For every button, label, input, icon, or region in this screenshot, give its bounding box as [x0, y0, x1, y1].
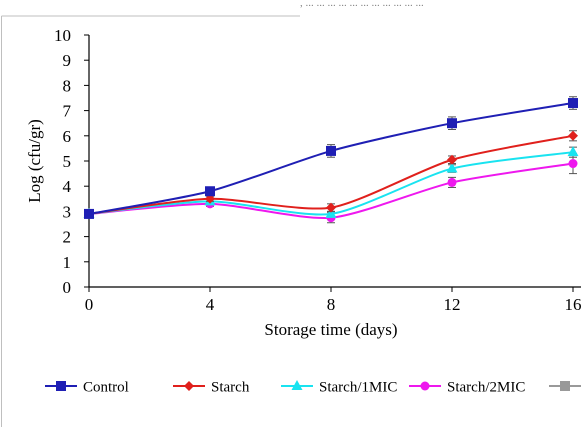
legend-marker-starch-1mic: [291, 380, 303, 390]
data-point-starch: [205, 193, 215, 204]
data-point-control: [84, 208, 94, 219]
x-tick-label: 16: [565, 295, 582, 314]
y-tick-label: 3: [63, 202, 72, 221]
legend-marker-control: [56, 381, 66, 391]
data-point-starch-1mic: [325, 207, 337, 218]
x-axis-title: Storage time (days): [264, 320, 397, 339]
y-tick-label: 10: [54, 26, 71, 45]
y-axis-title: Log (cfu/gr): [25, 119, 44, 203]
legend: Control Starch Starch/1MIC Starch/2MIC: [45, 380, 581, 396]
y-tick-label: 8: [63, 76, 72, 95]
x-tick-label: 4: [206, 295, 215, 314]
data-point-starch-2mic: [568, 159, 578, 169]
x-tick-label: 0: [85, 295, 94, 314]
legend-marker-unnamed: [560, 381, 570, 391]
y-tick-label: 0: [63, 278, 72, 297]
x-tick-label: 8: [327, 295, 336, 314]
y-tick-label: 4: [63, 177, 72, 196]
legend-marker-starch-2mic: [420, 381, 430, 391]
data-point-control: [205, 186, 215, 197]
y-tick-label: 1: [63, 253, 72, 272]
data-point-control: [568, 98, 578, 109]
data-point-starch-2mic: [447, 177, 457, 187]
data-point-starch-1mic: [567, 146, 579, 157]
legend-label-starch: Starch: [211, 380, 250, 396]
y-tick-label: 6: [63, 127, 72, 146]
legend-label-starch-2mic: Starch/2MIC: [447, 380, 525, 396]
header-fragment: , ... ... ... ... ... ... ... ... ... ..…: [300, 0, 424, 9]
data-point-starch: [326, 202, 336, 213]
y-tick-label: 9: [63, 51, 72, 70]
y-tick-label: 7: [63, 102, 72, 121]
y-tick-label: 2: [63, 228, 72, 247]
data-point-control: [326, 145, 336, 156]
data-point-starch: [568, 130, 578, 141]
legend-label-starch-1mic: Starch/1MIC: [319, 380, 397, 396]
series-line-control: [88, 102, 574, 215]
y-tick-label: 5: [63, 152, 72, 171]
x-tick-label: 12: [444, 295, 461, 314]
data-point-starch: [447, 154, 457, 165]
legend-marker-starch: [184, 381, 194, 391]
data-point-starch-1mic: [446, 162, 458, 173]
data-point-control: [447, 118, 457, 129]
legend-label-control: Control: [83, 380, 129, 396]
